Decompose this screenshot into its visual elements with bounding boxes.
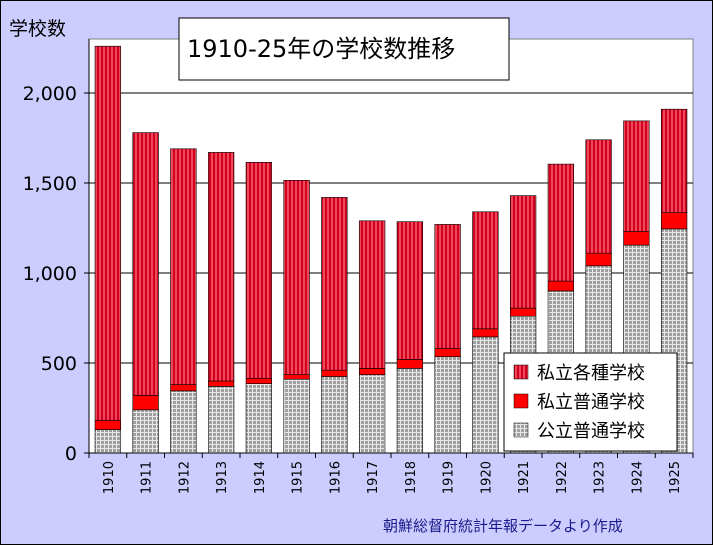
bar-public-common: [245, 383, 273, 454]
y-tick-label: 2,000: [23, 83, 77, 105]
x-tick-label: 1915: [291, 461, 306, 494]
bar-private-misc: [472, 211, 499, 330]
bar-public-common: [207, 386, 235, 454]
legend-swatch-public-common: [513, 422, 529, 438]
y-tick-label: 1,000: [23, 263, 77, 285]
y-tick-label: 500: [41, 353, 77, 375]
bar-private-misc: [660, 108, 688, 213]
x-tick-label: 1914: [253, 461, 268, 494]
bar-private-misc: [170, 148, 197, 385]
bar-stack: [396, 221, 424, 454]
bar-private-common: [472, 328, 499, 338]
x-tick-label: 1910: [102, 461, 117, 494]
bar-private-misc: [321, 197, 348, 371]
bar-stack: [245, 162, 273, 454]
bar-private-misc: [623, 120, 650, 232]
bar-private-common: [623, 231, 650, 246]
bar-private-common: [207, 380, 235, 387]
x-tick-label: 1917: [366, 461, 381, 494]
legend-label-private-common: 私立普通学校: [537, 392, 645, 413]
bar-private-common: [547, 280, 575, 292]
bar-private-misc: [207, 152, 235, 382]
bar-public-common: [170, 390, 197, 454]
bar-private-common: [434, 348, 461, 358]
y-tick-label: 0: [65, 443, 77, 465]
bar-public-common: [283, 378, 310, 454]
legend-swatch-private-common: [513, 393, 529, 409]
chart-title: 1910-25年の学校数推移: [187, 35, 455, 63]
x-tick-label: 1911: [140, 461, 155, 494]
bar-stack: [207, 152, 235, 454]
bar-private-misc: [283, 180, 310, 375]
bar-stack: [283, 180, 310, 454]
chart-title-box: 1910-25年の学校数推移: [178, 17, 510, 81]
bar-private-misc: [94, 45, 122, 421]
bar-stack: [623, 120, 650, 454]
x-tick-label: 1925: [668, 461, 683, 494]
x-tick-label: 1912: [177, 461, 192, 494]
bar-stack: [321, 197, 348, 454]
bar-public-common: [132, 409, 159, 454]
bar-private-common: [509, 307, 537, 317]
x-tick-label: 1919: [442, 461, 457, 494]
bar-stack: [132, 132, 159, 454]
bar-private-misc: [132, 132, 159, 396]
x-tick-label: 1920: [479, 461, 494, 494]
x-tick-label: 1913: [215, 461, 230, 494]
bar-stack: [358, 220, 386, 454]
bar-private-common: [170, 384, 197, 392]
source-note: 朝鮮総督府統計年報データより作成: [383, 517, 623, 535]
bar-stack: [170, 148, 197, 454]
legend-label-private-misc: 私立各種学校: [537, 363, 645, 384]
y-axis-label: 学校数: [9, 18, 66, 40]
bar-private-misc: [396, 221, 424, 360]
bar-private-misc: [434, 224, 461, 349]
y-tick-label: 1,500: [23, 173, 77, 195]
legend-label-public-common: 公立普通学校: [537, 421, 645, 442]
bar-private-common: [396, 359, 424, 369]
bar-private-misc: [245, 162, 273, 379]
bar-private-common: [585, 252, 612, 267]
bar-public-common: [472, 336, 499, 454]
bar-public-common: [321, 376, 348, 454]
bar-public-common: [396, 368, 424, 454]
x-tick-label: 1923: [593, 461, 608, 494]
bar-private-misc: [358, 220, 386, 369]
bar-private-common: [321, 369, 348, 377]
x-tick-label: 1922: [555, 461, 570, 494]
bar-private-misc: [509, 195, 537, 309]
x-tick-label: 1921: [517, 461, 532, 494]
axes: 0 500 1,000 1,500 2,000 1910 1911 1912 1913 1914 1…: [23, 39, 694, 494]
bar-private-misc: [585, 139, 612, 254]
bar-public-common: [434, 356, 461, 454]
bar-stack: [434, 224, 461, 454]
x-tick-label: 1924: [630, 461, 645, 494]
bar-private-misc: [547, 163, 575, 282]
x-tick-label: 1916: [328, 461, 343, 494]
legend: 私立各種学校 私立普通学校 公立普通学校: [503, 352, 678, 452]
bar-public-common: [358, 374, 386, 454]
bar-private-common: [132, 395, 159, 411]
bar-stack: [472, 211, 499, 454]
x-tick-label: 1918: [404, 461, 419, 494]
bar-private-common: [660, 212, 688, 230]
bar-private-common: [283, 374, 310, 380]
bar-public-common: [94, 429, 122, 454]
bar-private-common: [94, 420, 122, 430]
bar-private-common: [245, 377, 273, 384]
bar-private-common: [358, 368, 386, 375]
legend-swatch-private-misc: [513, 364, 529, 380]
bar-stack: [94, 45, 122, 454]
